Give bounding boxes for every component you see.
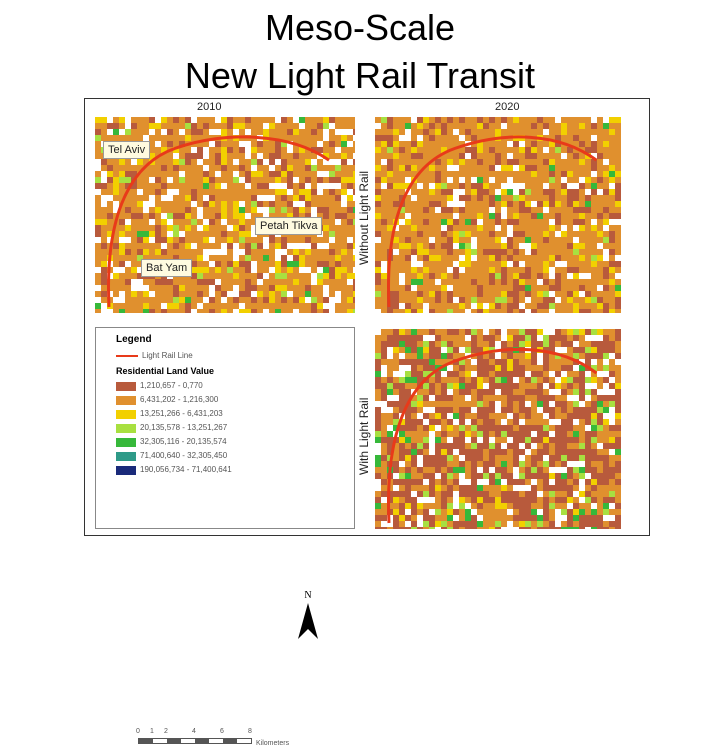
- map-2020-without-rail: [375, 117, 621, 313]
- north-arrow: N: [296, 590, 320, 650]
- scale-bar-graphic: [138, 738, 252, 744]
- legend-swatch: [116, 466, 136, 475]
- legend-rail-line: Light Rail Line: [116, 351, 193, 360]
- legend-swatch: [116, 410, 136, 419]
- light-rail-line: [387, 347, 598, 524]
- scale-tick-label: 2: [164, 728, 168, 735]
- scale-tick-label: 6: [220, 728, 224, 735]
- legend-class-label: 71,400,640 - 32,305,450: [140, 451, 228, 460]
- callout-bat-yam: Bat Yam: [141, 259, 193, 277]
- map-2010: [95, 117, 355, 313]
- light-rail-line: [387, 135, 598, 308]
- scale-tick-label: 4: [192, 728, 196, 735]
- legend-class-label: 20,135,578 - 13,251,267: [140, 423, 228, 432]
- legend-title: Legend: [116, 334, 152, 345]
- slide-title-line1: Meso-Scale: [264, 7, 456, 48]
- label-without-light-rail: Without Light Rail: [357, 170, 371, 265]
- north-label: N: [304, 590, 312, 601]
- callout-tel-aviv: Tel Aviv: [103, 141, 151, 159]
- legend-class-label: 1,210,657 - 0,770: [140, 381, 203, 390]
- map-2020-with-rail: [375, 329, 621, 529]
- scale-tick-label: 1: [150, 728, 154, 735]
- legend-class-label: 32,305,116 - 20,135,574: [140, 437, 227, 446]
- light-rail-line: [107, 135, 330, 308]
- legend-swatch: [116, 452, 136, 461]
- scale-bar: 0 1 2 4 6 8 Kilometers: [136, 728, 298, 752]
- north-arrow-icon: [298, 603, 318, 639]
- slide-title-line2: New Light Rail Transit: [184, 55, 536, 96]
- legend-subtitle: Residential Land Value: [116, 366, 215, 376]
- label-2020: 2020: [495, 101, 520, 113]
- legend-class-label: 190,056,734 - 71,400,641: [140, 465, 232, 474]
- legend-class-label: 6,431,202 - 1,216,300: [140, 395, 219, 404]
- legend-rail-line-label: Light Rail Line: [142, 351, 193, 360]
- label-2010: 2010: [197, 101, 222, 113]
- map-legend: Legend Light Rail Line Residential Land …: [95, 327, 355, 747]
- map-figure: 2010 2020 Without Light Rail With Light …: [84, 98, 650, 747]
- label-with-light-rail: With Light Rail: [357, 397, 371, 475]
- legend-class-label: 13,251,266 - 6,431,203: [140, 409, 223, 418]
- callout-petah-tikva: Petah Tikva: [255, 217, 323, 235]
- scale-tick-label: 0: [136, 728, 140, 735]
- legend-swatch: [116, 382, 136, 391]
- legend-swatch: [116, 396, 136, 405]
- legend-swatch: [116, 424, 136, 433]
- legend-swatch: [116, 438, 136, 447]
- scale-unit-label: Kilometers: [256, 740, 290, 747]
- scale-tick-label: 8: [248, 728, 252, 735]
- rail-line-swatch: [116, 354, 138, 357]
